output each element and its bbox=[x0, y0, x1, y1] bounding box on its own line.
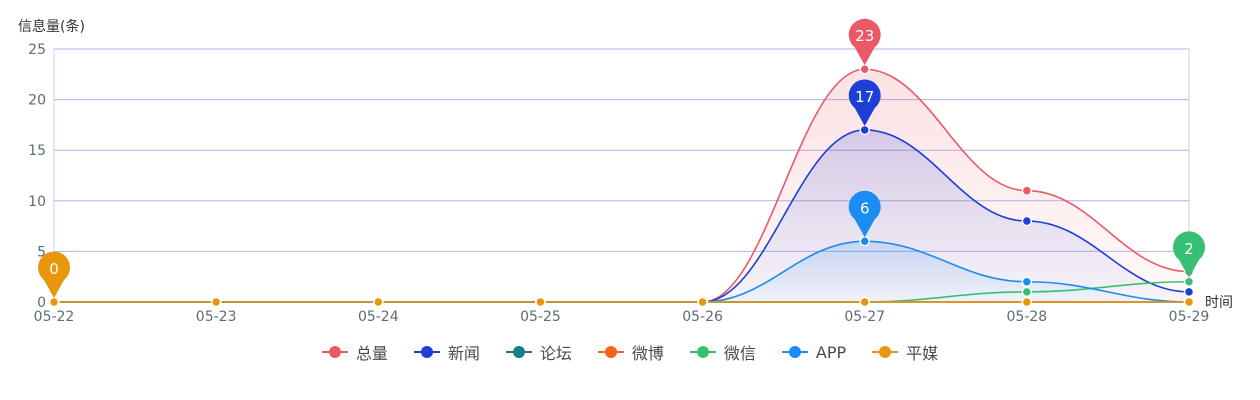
legend-dot bbox=[788, 346, 801, 358]
pin-label: 2 bbox=[1184, 240, 1194, 258]
x-tick-label: 05-23 bbox=[196, 309, 237, 325]
legend-dot bbox=[879, 346, 892, 358]
legend-item[interactable]: 微博 bbox=[597, 340, 664, 364]
legend-dot bbox=[512, 346, 525, 358]
y-tick-label: 5 bbox=[37, 244, 46, 260]
legend-label: 总量 bbox=[355, 344, 388, 363]
pin-label: 17 bbox=[855, 88, 874, 106]
x-axis-label: 时间 bbox=[1205, 295, 1233, 311]
legend-marker-icon bbox=[321, 346, 348, 358]
y-axis-label: 信息量(条) bbox=[18, 18, 85, 35]
legend-marker-icon bbox=[597, 346, 624, 358]
data-point bbox=[373, 296, 384, 308]
data-point bbox=[210, 296, 222, 308]
y-tick-label: 20 bbox=[28, 93, 46, 109]
y-tick-label: 10 bbox=[28, 194, 46, 210]
legend-marker-icon bbox=[872, 346, 899, 358]
legend-dot bbox=[604, 346, 617, 358]
legend-item[interactable]: 新闻 bbox=[413, 340, 480, 364]
y-tick-label: 15 bbox=[28, 143, 46, 159]
data-point bbox=[1183, 286, 1195, 298]
data-point bbox=[48, 296, 60, 308]
value-pin: 17 bbox=[848, 79, 881, 126]
pin-shape bbox=[1173, 231, 1205, 278]
data-point bbox=[859, 124, 870, 136]
data-point bbox=[859, 236, 870, 247]
x-tick-label: 05-22 bbox=[34, 309, 75, 325]
data-point bbox=[1183, 296, 1195, 308]
x-tick-label: 05-26 bbox=[682, 309, 723, 325]
legend-label: 新闻 bbox=[447, 344, 480, 363]
data-point bbox=[535, 296, 546, 308]
pin-shape bbox=[848, 79, 881, 126]
legend-label: APP bbox=[815, 342, 847, 362]
legend-marker-icon bbox=[781, 346, 808, 358]
pin-label: 6 bbox=[860, 199, 870, 217]
legend-marker-icon bbox=[505, 346, 532, 358]
legend-item[interactable]: 总量 bbox=[321, 340, 388, 364]
pin-label: 23 bbox=[855, 27, 874, 45]
data-point bbox=[1021, 215, 1033, 227]
x-tick-label: 05-24 bbox=[358, 309, 399, 325]
data-point bbox=[1021, 185, 1033, 196]
value-pin: 0 bbox=[38, 251, 70, 298]
pin-shape bbox=[848, 190, 881, 238]
data-point bbox=[1021, 276, 1033, 288]
data-point bbox=[1183, 276, 1195, 288]
legend-label: 论坛 bbox=[539, 344, 572, 363]
series-area bbox=[54, 241, 1189, 302]
data-point bbox=[697, 296, 708, 308]
chart-legend: 总量 新闻 论坛 微博 微信 APP 平媒 bbox=[0, 340, 1260, 364]
value-pin: 2 bbox=[1173, 231, 1205, 278]
x-tick-label: 05-25 bbox=[520, 309, 561, 325]
data-point bbox=[859, 296, 870, 308]
pin-shape bbox=[848, 18, 881, 66]
legend-item[interactable]: 微信 bbox=[689, 340, 756, 364]
legend-dot bbox=[420, 346, 433, 358]
legend-marker-icon bbox=[413, 346, 440, 358]
x-tick-label: 05-29 bbox=[1169, 309, 1210, 325]
data-point bbox=[1021, 296, 1033, 308]
legend-dot bbox=[696, 346, 709, 358]
legend-label: 微信 bbox=[723, 344, 756, 363]
y-tick-label: 0 bbox=[37, 295, 46, 311]
legend-dot bbox=[328, 346, 341, 358]
legend-marker-icon bbox=[689, 346, 716, 358]
x-tick-label: 05-28 bbox=[1007, 309, 1048, 325]
legend-item[interactable]: APP bbox=[781, 340, 847, 364]
pin-shape bbox=[38, 251, 70, 298]
legend-label: 平媒 bbox=[906, 344, 939, 363]
legend-item[interactable]: 平媒 bbox=[872, 340, 938, 364]
data-point bbox=[859, 63, 870, 75]
value-pin: 6 bbox=[848, 190, 881, 238]
y-tick-label: 25 bbox=[28, 42, 46, 58]
legend-label: 微博 bbox=[631, 344, 664, 363]
value-pin: 23 bbox=[848, 18, 881, 66]
legend-item[interactable]: 论坛 bbox=[505, 340, 572, 364]
data-point bbox=[1021, 286, 1033, 298]
x-tick-label: 05-27 bbox=[844, 309, 885, 325]
pin-label: 0 bbox=[49, 260, 59, 278]
